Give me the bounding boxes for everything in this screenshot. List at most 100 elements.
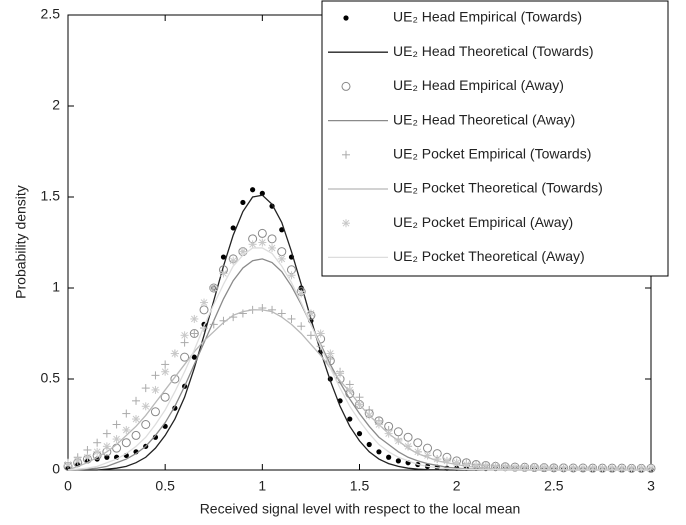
marker bbox=[219, 269, 228, 278]
marker bbox=[122, 409, 131, 418]
marker bbox=[220, 254, 227, 260]
marker bbox=[306, 309, 315, 318]
marker-stroke bbox=[74, 457, 82, 465]
marker bbox=[257, 228, 267, 238]
marker bbox=[347, 416, 353, 422]
marker-stroke bbox=[521, 463, 529, 471]
marker bbox=[287, 314, 296, 323]
marker bbox=[336, 369, 345, 378]
marker bbox=[180, 338, 189, 347]
marker-stroke bbox=[142, 402, 150, 410]
marker bbox=[190, 329, 199, 338]
y-tick-label: 0 bbox=[52, 461, 60, 477]
marker-stroke bbox=[365, 412, 373, 419]
marker bbox=[413, 438, 423, 448]
marker-circle bbox=[180, 352, 190, 362]
x-axis-label: Received signal level with respect to th… bbox=[200, 501, 521, 517]
marker bbox=[472, 461, 481, 470]
y-axis-label: Probability density bbox=[13, 185, 29, 299]
marker bbox=[355, 400, 364, 409]
marker-stroke bbox=[132, 415, 140, 423]
marker bbox=[132, 396, 141, 405]
marker-stroke bbox=[342, 219, 350, 227]
marker bbox=[297, 322, 306, 331]
marker bbox=[151, 371, 160, 380]
marker-dot bbox=[220, 254, 227, 260]
marker bbox=[510, 463, 519, 472]
marker bbox=[122, 425, 131, 434]
x-tick-label: 0.5 bbox=[155, 478, 175, 494]
marker-stroke bbox=[326, 350, 334, 357]
marker-stroke bbox=[113, 435, 120, 443]
marker bbox=[433, 455, 442, 464]
marker bbox=[258, 238, 267, 247]
marker bbox=[112, 435, 121, 444]
marker-dot bbox=[240, 199, 246, 206]
legend-label: UE₂ Head Empirical (Away) bbox=[393, 77, 564, 93]
legend-label: UE₂ Head Empirical (Towards) bbox=[393, 9, 582, 25]
marker-stroke bbox=[161, 368, 169, 376]
marker-dot bbox=[356, 431, 363, 437]
marker bbox=[102, 429, 111, 438]
marker bbox=[279, 227, 285, 233]
legend-label: UE₂ Head Theoretical (Away) bbox=[393, 111, 575, 127]
marker bbox=[268, 305, 277, 314]
marker-stroke bbox=[200, 299, 208, 306]
x-tick-label: 3 bbox=[647, 478, 655, 494]
marker bbox=[365, 411, 374, 420]
marker-circle bbox=[131, 430, 141, 440]
marker-stroke bbox=[472, 462, 480, 469]
marker bbox=[209, 320, 218, 329]
marker-dot bbox=[386, 454, 392, 460]
marker bbox=[374, 420, 383, 429]
marker bbox=[161, 367, 170, 376]
marker bbox=[268, 243, 277, 252]
marker-stroke bbox=[414, 448, 422, 456]
marker-circle bbox=[160, 392, 170, 402]
marker-stroke bbox=[152, 386, 159, 394]
marker bbox=[230, 225, 236, 231]
marker bbox=[345, 385, 354, 394]
marker-circle bbox=[403, 432, 413, 442]
marker bbox=[209, 284, 218, 292]
legend-box bbox=[321, 0, 669, 277]
x-tick-label: 2.5 bbox=[544, 478, 564, 494]
legend-label: UE₂ Head Theoretical (Towards) bbox=[393, 43, 593, 59]
marker-stroke bbox=[171, 350, 179, 357]
marker bbox=[161, 360, 170, 369]
marker bbox=[341, 81, 351, 91]
marker bbox=[83, 453, 92, 462]
marker bbox=[121, 438, 131, 448]
legend-label: UE₂ Pocket Empirical (Towards) bbox=[393, 146, 591, 162]
marker-stroke bbox=[297, 290, 305, 297]
marker bbox=[238, 247, 247, 256]
marker-stroke bbox=[64, 461, 72, 468]
marker bbox=[267, 234, 277, 244]
marker-circle bbox=[150, 407, 160, 417]
marker-dot bbox=[343, 15, 349, 21]
marker-stroke bbox=[103, 442, 111, 450]
y-tick-label: 2 bbox=[52, 97, 60, 113]
marker-stroke bbox=[346, 386, 354, 394]
marker bbox=[73, 456, 82, 465]
marker-circle bbox=[413, 438, 423, 448]
marker bbox=[481, 461, 490, 470]
marker-stroke bbox=[424, 452, 431, 459]
marker-stroke bbox=[190, 315, 198, 323]
marker-stroke bbox=[356, 401, 363, 408]
marker-stroke bbox=[501, 463, 509, 471]
marker bbox=[569, 463, 578, 472]
x-tick-label: 2 bbox=[453, 478, 461, 494]
marker-dot bbox=[250, 187, 256, 193]
x-tick-label: 0 bbox=[64, 478, 72, 494]
marker bbox=[403, 432, 413, 442]
marker bbox=[342, 150, 350, 159]
marker bbox=[191, 354, 197, 360]
marker bbox=[250, 187, 256, 193]
marker-dot bbox=[230, 225, 236, 231]
marker-stroke bbox=[511, 463, 519, 471]
marker bbox=[240, 199, 246, 206]
marker-stroke bbox=[220, 270, 227, 277]
marker bbox=[258, 304, 267, 313]
marker-stroke bbox=[395, 437, 402, 445]
